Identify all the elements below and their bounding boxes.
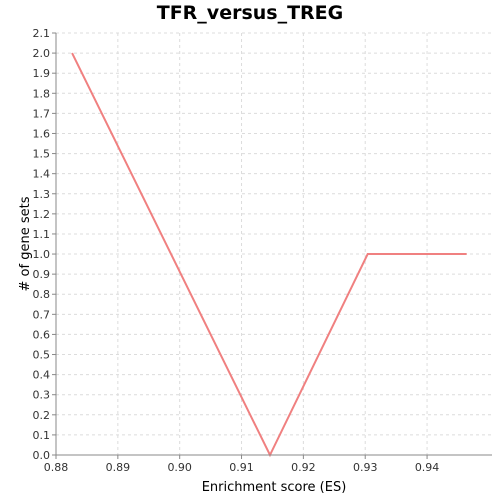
chart-title: TFR_versus_TREG xyxy=(156,2,344,24)
y-tick-label: 1.4 xyxy=(33,168,51,181)
x-tick-label: 0.92 xyxy=(291,461,316,474)
x-tick-label: 0.89 xyxy=(106,461,131,474)
y-tick-label: 1.1 xyxy=(33,228,51,241)
y-tick-label: 1.9 xyxy=(33,67,51,80)
y-tick-label: 2.0 xyxy=(33,47,51,60)
series-layer xyxy=(71,52,467,458)
y-tick-label: 0.0 xyxy=(33,449,51,462)
y-tick-label: 1.3 xyxy=(33,188,51,201)
y-tick-label: 0.6 xyxy=(33,328,51,341)
y-tick-label: 1.0 xyxy=(33,248,51,261)
y-tick-label: 0.9 xyxy=(33,268,51,281)
y-tick-label: 0.8 xyxy=(33,288,51,301)
y-tick-label: 0.5 xyxy=(33,349,51,362)
x-tick-label: 0.88 xyxy=(44,461,69,474)
axes xyxy=(55,33,492,456)
x-tick-label: 0.90 xyxy=(167,461,192,474)
y-tick-label: 0.1 xyxy=(33,429,51,442)
y-axis-ticks: 0.0 0.1 0.2 0.3 0.4 0.5 0.6 0.7 0.8 0.9 1.0 1.1 1.2 1… xyxy=(33,27,56,462)
plot-area xyxy=(56,33,492,455)
y-tick-label: 0.3 xyxy=(33,389,51,402)
x-tick-label: 0.93 xyxy=(353,461,378,474)
x-axis-label: Enrichment score (ES) xyxy=(202,480,347,495)
y-tick-label: 0.4 xyxy=(33,369,51,382)
y-tick-label: 0.2 xyxy=(33,409,51,422)
y-tick-label: 0.7 xyxy=(33,308,51,321)
y-tick-label: 2.1 xyxy=(33,27,51,40)
x-tick-label: 0.94 xyxy=(415,461,440,474)
y-tick-label: 1.7 xyxy=(33,107,51,120)
y-tick-label: 1.2 xyxy=(33,208,51,221)
x-tick-label: 0.91 xyxy=(229,461,254,474)
series-line-0 xyxy=(71,52,467,458)
x-axis-ticks: 0.88 0.89 0.90 0.91 0.92 0.93 0.94 xyxy=(44,455,440,474)
y-axis-label: # of gene sets xyxy=(18,196,33,291)
y-tick-label: 1.6 xyxy=(33,127,51,140)
y-tick-label: 1.8 xyxy=(33,87,51,100)
y-tick-label: 1.5 xyxy=(33,148,51,161)
